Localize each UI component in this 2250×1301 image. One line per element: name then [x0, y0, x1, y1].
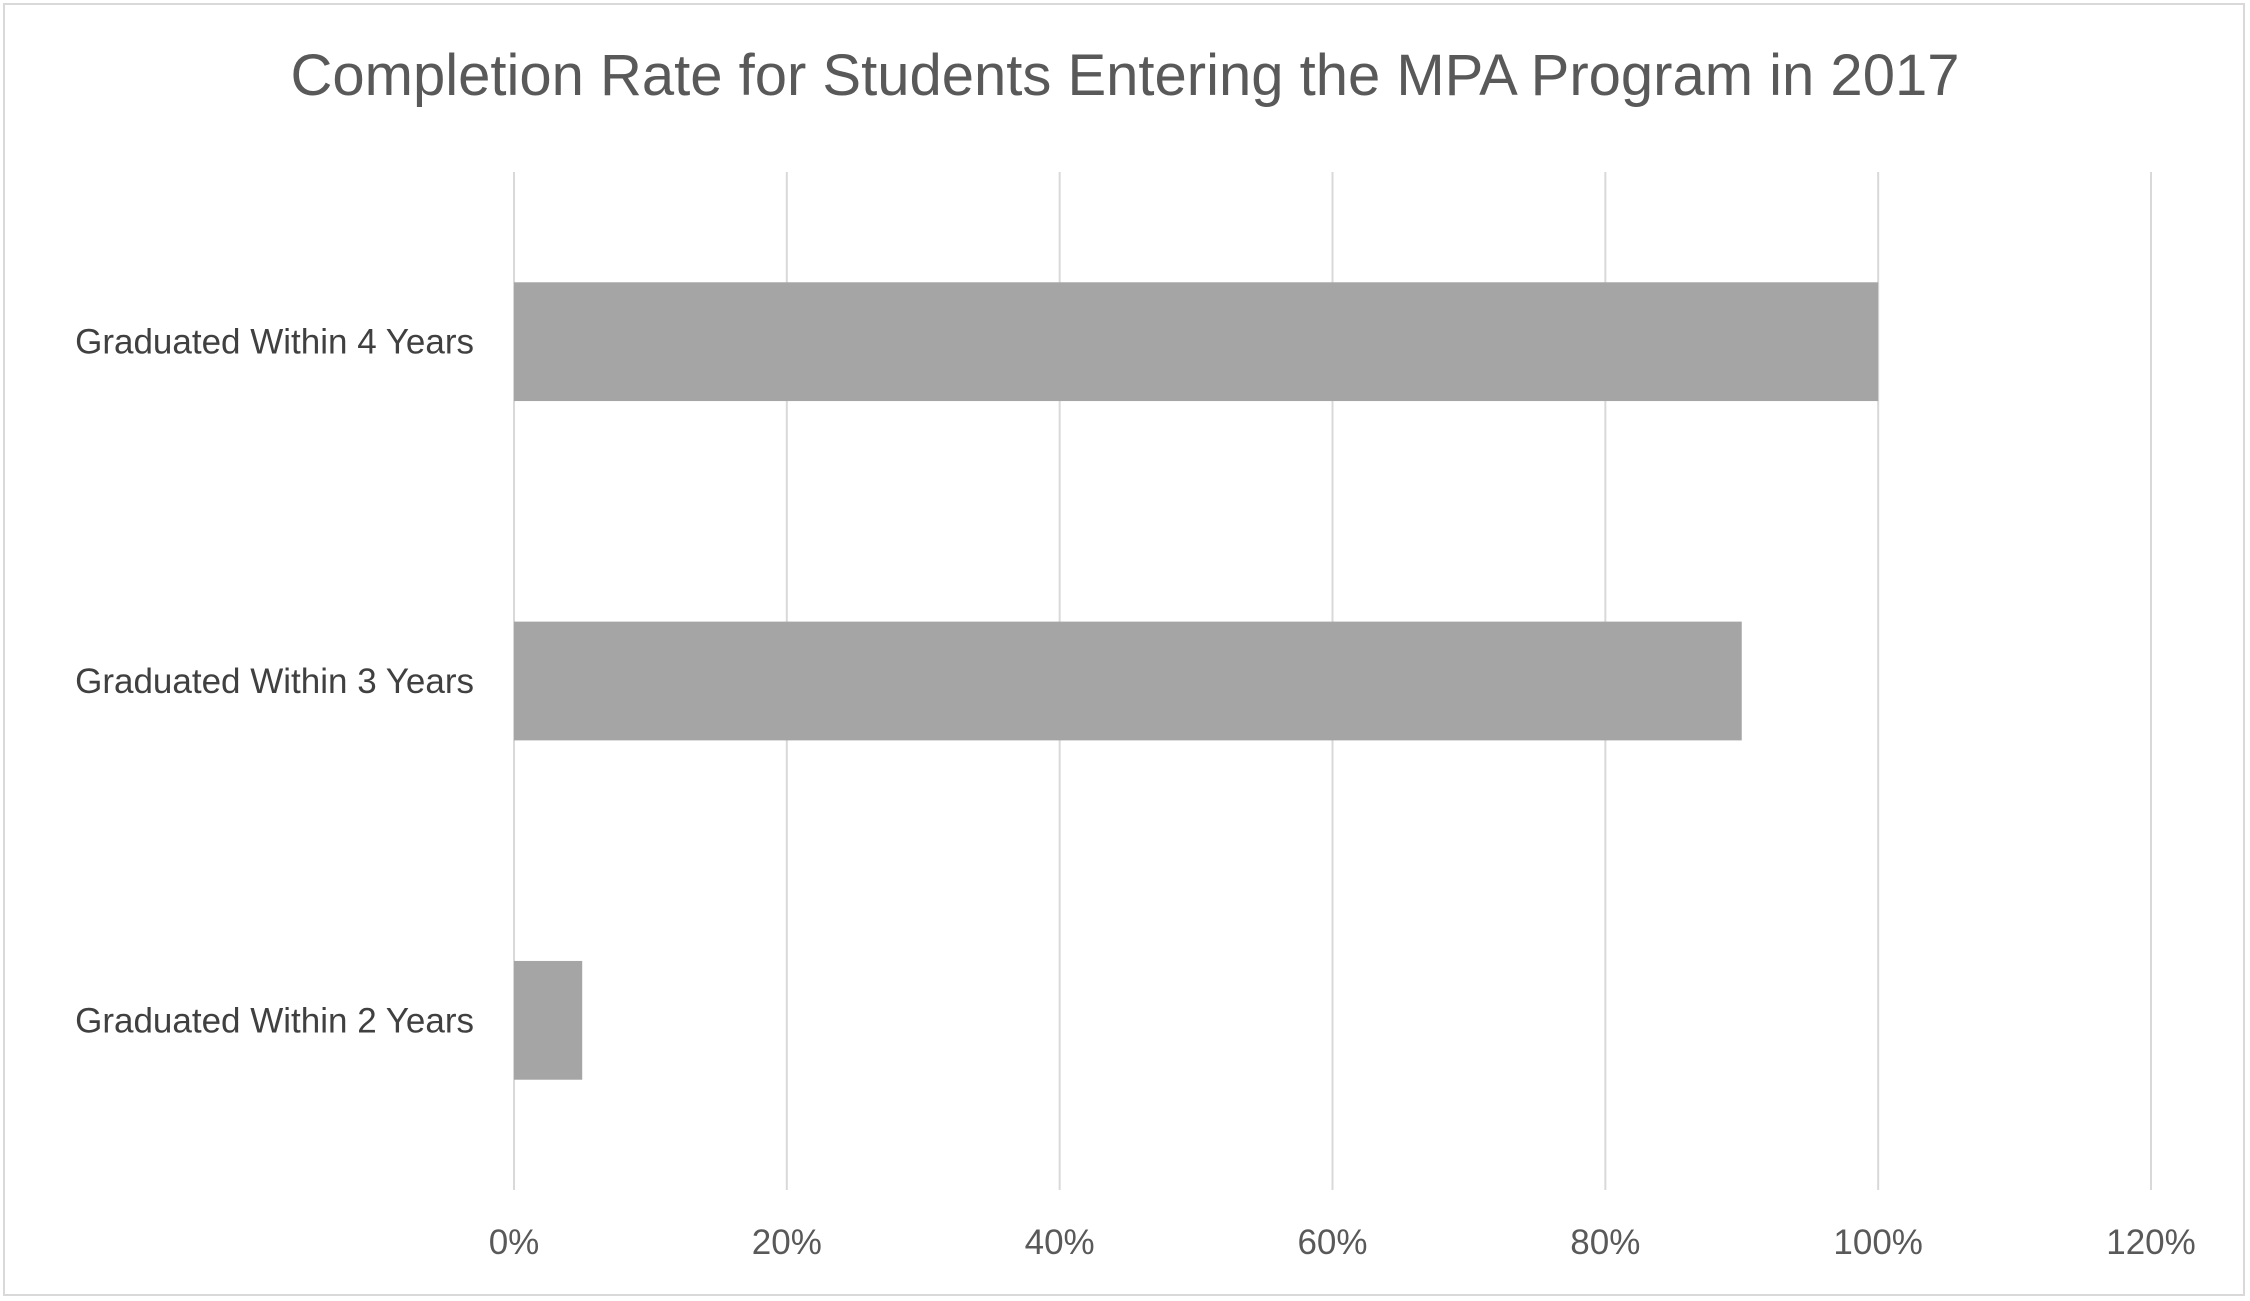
x-tick-label: 40%	[1025, 1223, 1095, 1262]
chart-title: Completion Rate for Students Entering th…	[291, 43, 1960, 108]
x-tick-label: 60%	[1297, 1223, 1367, 1262]
bar	[514, 960, 583, 1080]
x-tick-label: 80%	[1570, 1223, 1640, 1262]
x-tick-labels: 0% 20% 40% 60% 80% 100% 120%	[489, 1223, 2196, 1262]
bars	[514, 282, 1879, 1080]
x-tick-label: 100%	[1833, 1223, 1923, 1262]
category-labels: Graduated Within 4 Years Graduated Within…	[75, 323, 474, 1041]
category-label: Graduated Within 2 Years	[75, 1001, 474, 1040]
x-tick-label: 20%	[752, 1223, 822, 1262]
x-tick-label: 120%	[2106, 1223, 2196, 1262]
category-label: Graduated Within 3 Years	[75, 662, 474, 701]
bar	[514, 621, 1742, 741]
category-label: Graduated Within 4 Years	[75, 323, 474, 362]
bar	[514, 282, 1879, 402]
x-tick-label: 0%	[489, 1223, 540, 1262]
